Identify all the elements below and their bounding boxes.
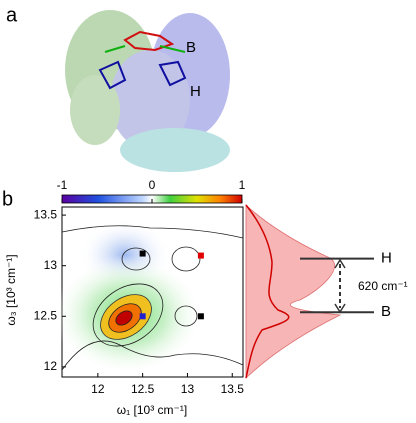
contours (61, 225, 244, 371)
y-tick-label: 12.5 (34, 308, 58, 322)
x-tick-label: 13 (181, 382, 195, 396)
peak-marker (197, 252, 204, 259)
x-tick-label: 12.5 (131, 382, 155, 396)
x-tick-label: 13.5 (221, 382, 245, 396)
pigment-label: H (190, 83, 201, 100)
level-label: H (381, 250, 392, 267)
level-label: B (381, 303, 391, 320)
peak-marker (139, 250, 146, 257)
y-tick-label: 12 (44, 359, 58, 373)
x-axis-label: ω₁ [10³ cm⁻¹] (117, 403, 187, 417)
colorbar-tick-label: 0 (149, 178, 156, 192)
pigment-label: B (186, 39, 196, 56)
peak-marker (197, 313, 204, 320)
annotation: 620 cm⁻¹ (358, 279, 408, 293)
side-spectrum (245, 204, 342, 379)
x-tick-label: 12 (91, 382, 105, 396)
y-tick-label: 13 (44, 258, 58, 272)
peak-marker (139, 313, 146, 320)
y-tick-label: 13.5 (34, 207, 58, 221)
panel-label: a (6, 4, 18, 26)
y-axis-label: ω₃ [10³ cm⁻¹] (4, 254, 18, 325)
colorbar-tick-label: 1 (239, 178, 246, 192)
cofactors (98, 30, 187, 90)
colorbar-tick-label: -1 (57, 178, 68, 192)
spectrum-2d (53, 206, 244, 378)
panel-label: b (2, 188, 13, 210)
